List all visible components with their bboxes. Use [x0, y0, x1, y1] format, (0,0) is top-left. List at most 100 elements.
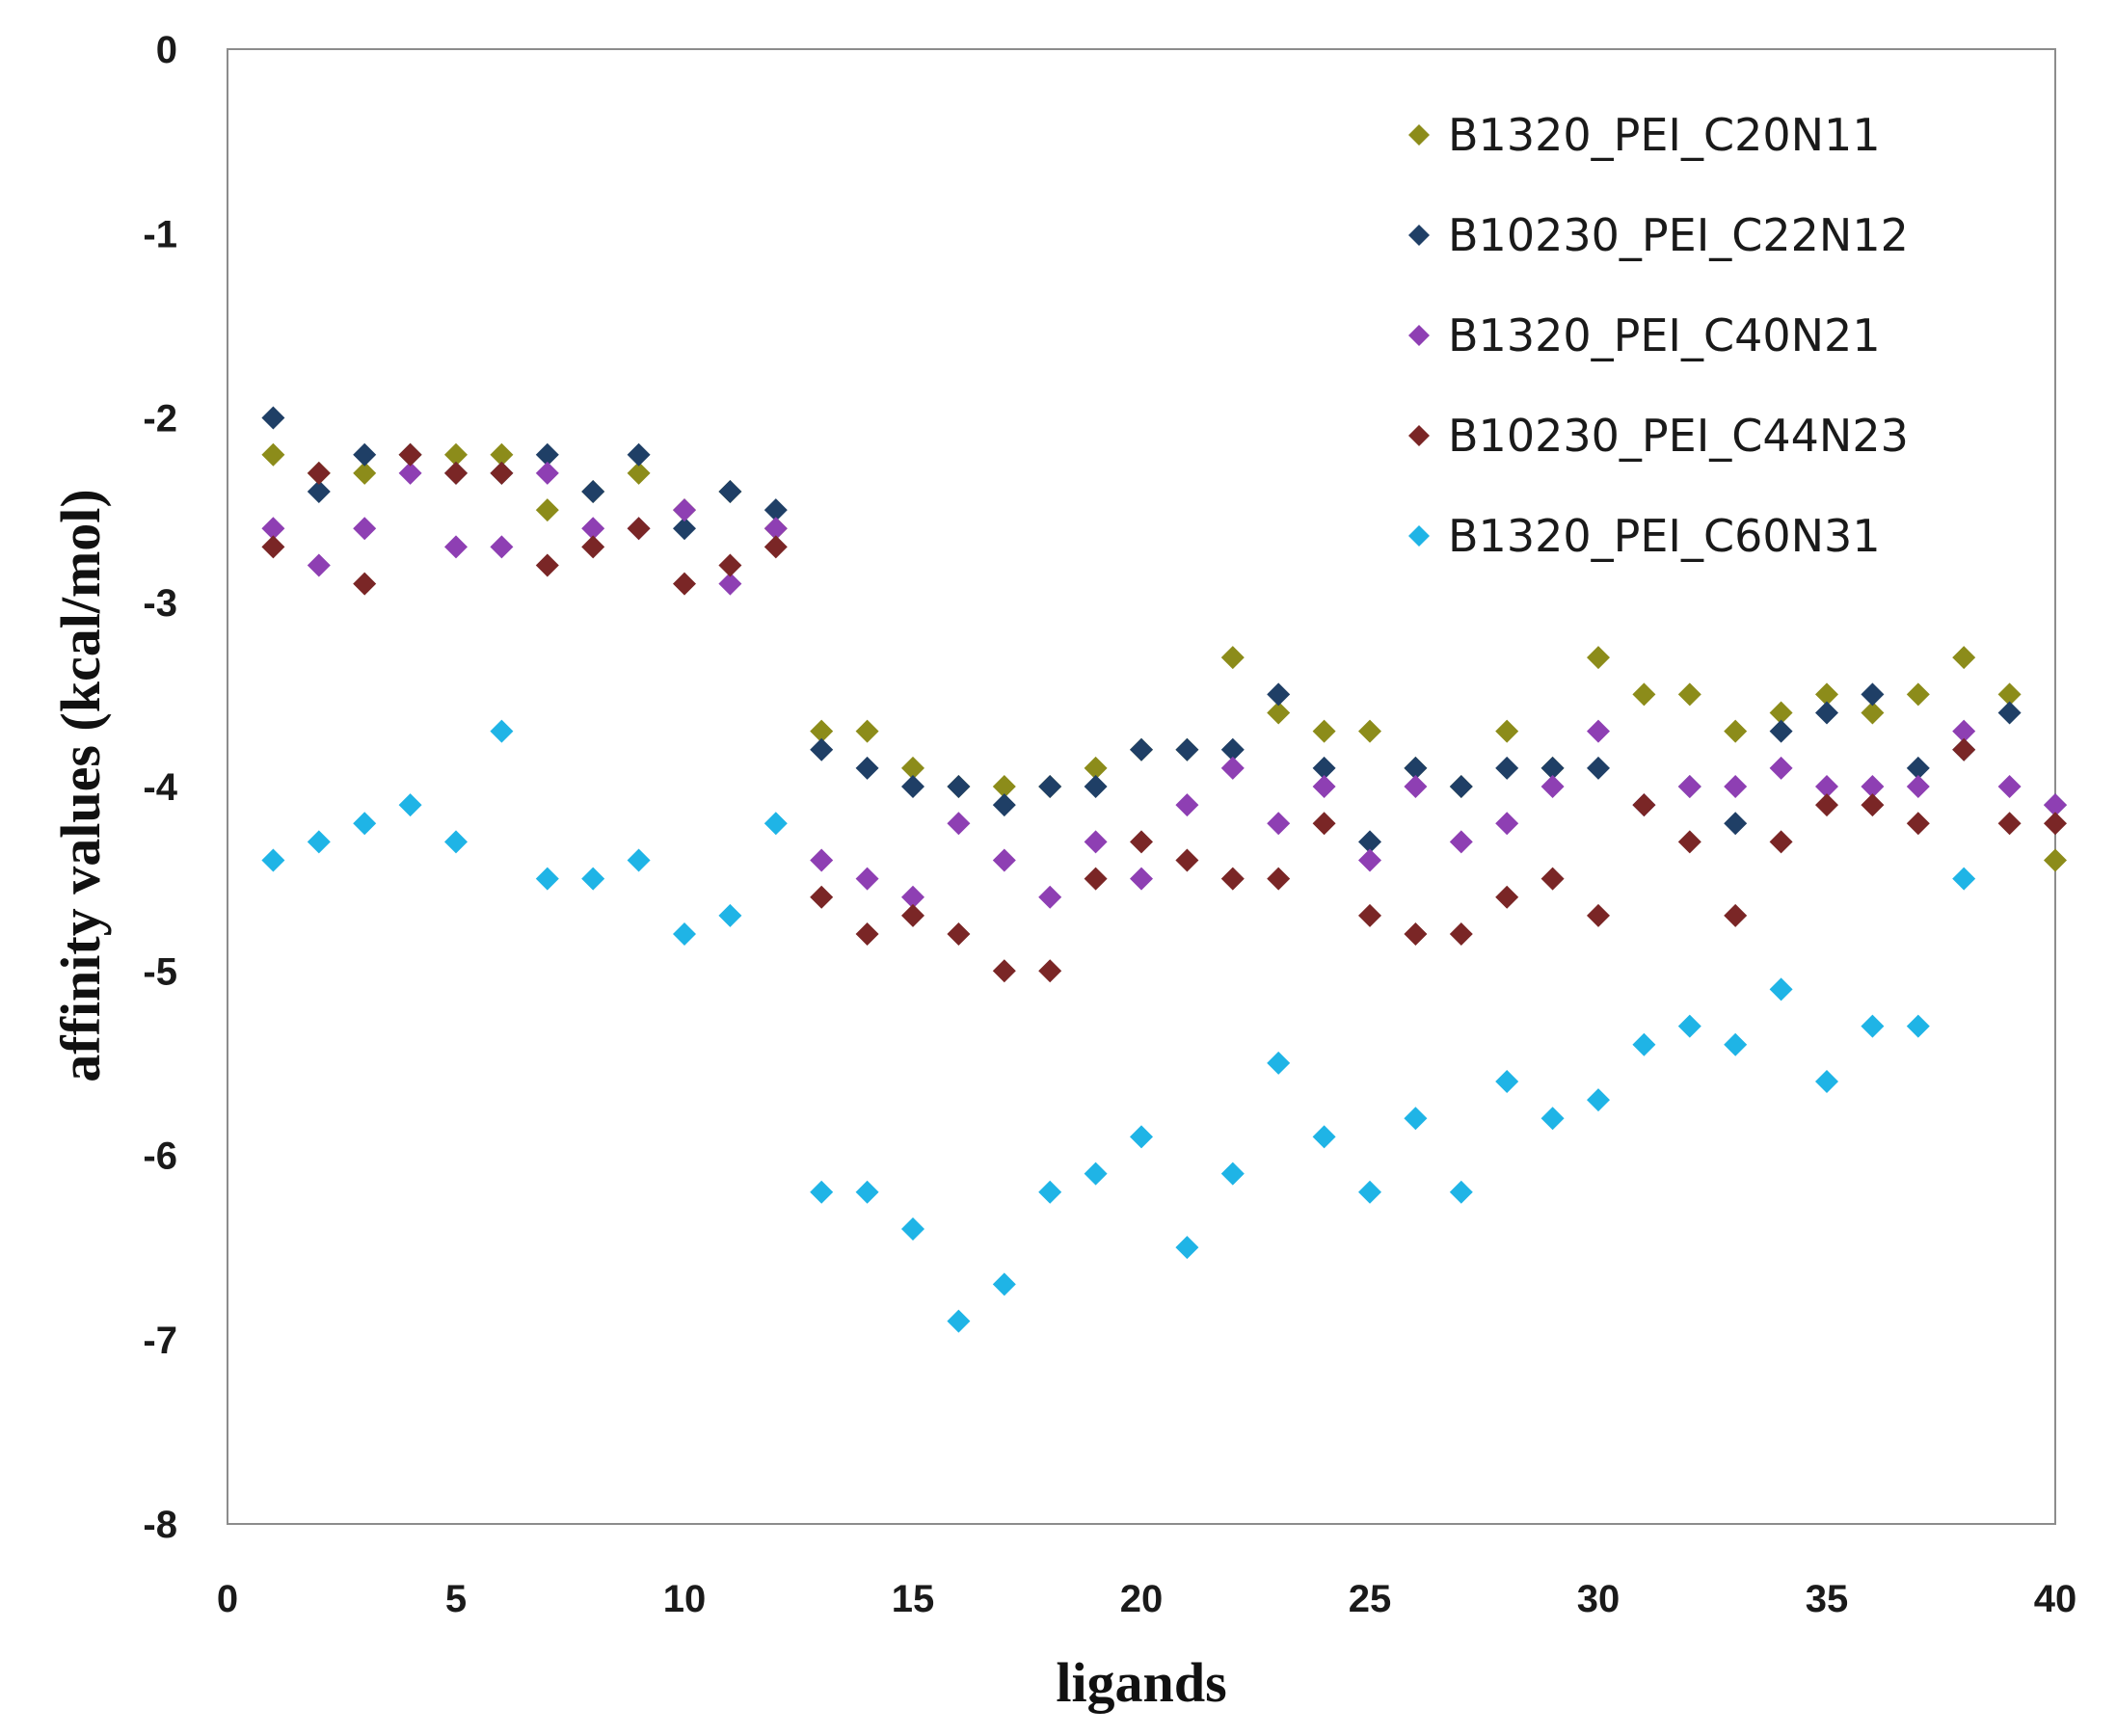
data-point-marker	[307, 461, 331, 485]
data-point-marker	[1084, 830, 1108, 854]
data-point-marker	[1495, 719, 1519, 743]
data-point-marker	[1724, 775, 1748, 798]
x-tick-label: 0	[217, 1578, 238, 1620]
data-point-marker	[810, 1180, 834, 1204]
data-point-marker	[1587, 1088, 1610, 1112]
data-point-marker	[1495, 812, 1519, 836]
data-point-marker	[1312, 756, 1336, 780]
data-point-marker	[2044, 848, 2067, 872]
data-point-marker	[855, 756, 879, 780]
data-point-marker	[353, 442, 377, 467]
data-point-marker	[1175, 1236, 1199, 1260]
data-point-marker	[1312, 812, 1336, 836]
data-point-marker	[855, 1180, 879, 1204]
data-point-marker	[1312, 1125, 1336, 1149]
data-point-marker	[810, 737, 834, 761]
data-point-marker	[673, 922, 696, 946]
data-point-marker	[763, 498, 788, 522]
y-tick-label: -4	[143, 766, 177, 809]
data-point-marker	[353, 461, 377, 485]
data-point-marker	[444, 461, 468, 485]
data-point-marker	[1130, 830, 1153, 854]
data-point-marker	[1906, 756, 1930, 780]
y-tick-label: -2	[143, 398, 177, 441]
legend-label: B1320_PEI_C60N31	[1448, 510, 1881, 562]
data-point-marker	[1952, 719, 1976, 743]
data-point-marker	[763, 535, 788, 559]
data-point-marker	[901, 1217, 924, 1241]
x-axis-title: ligands	[1056, 1651, 1226, 1714]
data-point-marker	[353, 517, 377, 541]
data-point-marker	[673, 572, 696, 596]
data-point-marker	[627, 517, 651, 541]
y-tick-label: 0	[156, 29, 177, 71]
legend-item: B1320_PEI_C40N21	[1408, 309, 1881, 361]
data-point-marker	[444, 442, 468, 467]
data-point-marker	[1449, 1180, 1473, 1204]
data-point-marker	[535, 867, 559, 891]
data-point-marker	[718, 572, 742, 596]
legend-item: B1320_PEI_C60N31	[1408, 510, 1881, 562]
data-point-marker	[1952, 646, 1976, 670]
series-B10230_PEI_C22N12	[261, 406, 2067, 854]
legend-marker-icon	[1408, 325, 1430, 346]
data-point-marker	[490, 535, 514, 559]
data-point-marker	[1997, 812, 2022, 836]
data-point-marker	[1404, 775, 1428, 798]
data-point-marker	[1130, 1125, 1153, 1149]
data-point-marker	[810, 719, 834, 743]
data-point-marker	[261, 517, 285, 541]
legend-marker-icon	[1408, 525, 1430, 547]
data-point-marker	[490, 719, 514, 743]
data-point-marker	[1358, 903, 1381, 927]
data-point-marker	[1861, 701, 1885, 725]
x-tick-label: 20	[1120, 1578, 1164, 1620]
data-point-marker	[1906, 812, 1930, 836]
data-point-marker	[261, 406, 285, 430]
data-point-marker	[1769, 977, 1793, 1002]
data-point-marker	[1724, 903, 1748, 927]
data-point-marker	[535, 498, 559, 522]
y-tick-label: -6	[143, 1135, 177, 1178]
data-point-marker	[1540, 867, 1565, 891]
data-point-marker	[535, 461, 559, 485]
data-point-marker	[1997, 775, 2022, 798]
data-point-marker	[1997, 682, 2022, 707]
data-point-marker	[1267, 1051, 1291, 1075]
data-point-marker	[1449, 830, 1473, 854]
data-point-marker	[1038, 885, 1062, 909]
data-point-marker	[1677, 682, 1701, 707]
x-axis-ticks: 0 5 10 15 20 25 30 35 40	[217, 1578, 2076, 1620]
data-point-marker	[490, 442, 514, 467]
data-point-marker	[1632, 793, 1656, 817]
y-tick-label: -1	[143, 213, 177, 255]
data-point-marker	[810, 885, 834, 909]
plot-area-frame	[227, 48, 2056, 1525]
data-point-marker	[1312, 719, 1336, 743]
legend-label: B10230_PEI_C44N23	[1448, 410, 1909, 462]
data-point-marker	[1267, 812, 1291, 836]
data-point-marker	[1175, 793, 1199, 817]
data-point-marker	[1175, 737, 1199, 761]
data-point-marker	[1677, 1014, 1701, 1038]
data-point-marker	[1540, 1107, 1565, 1131]
data-point-marker	[1130, 737, 1153, 761]
data-point-marker	[1540, 775, 1565, 798]
data-point-marker	[718, 480, 742, 503]
data-point-marker	[2044, 812, 2067, 836]
data-point-marker	[581, 480, 605, 503]
legend-item: B1320_PEI_C20N11	[1408, 109, 1881, 161]
data-point-marker	[1587, 756, 1610, 780]
data-point-marker	[1358, 1180, 1381, 1204]
data-point-marker	[581, 517, 605, 541]
data-point-marker	[1404, 1107, 1428, 1131]
data-point-marker	[353, 572, 377, 596]
data-point-marker	[353, 812, 377, 836]
data-point-marker	[901, 885, 924, 909]
data-point-marker	[1632, 682, 1656, 707]
legend: B1320_PEI_C20N11 B10230_PEI_C22N12 B1320_P…	[1408, 109, 1909, 562]
data-point-marker	[992, 793, 1016, 817]
data-point-marker	[1815, 775, 1838, 798]
x-tick-label: 30	[1577, 1578, 1620, 1620]
